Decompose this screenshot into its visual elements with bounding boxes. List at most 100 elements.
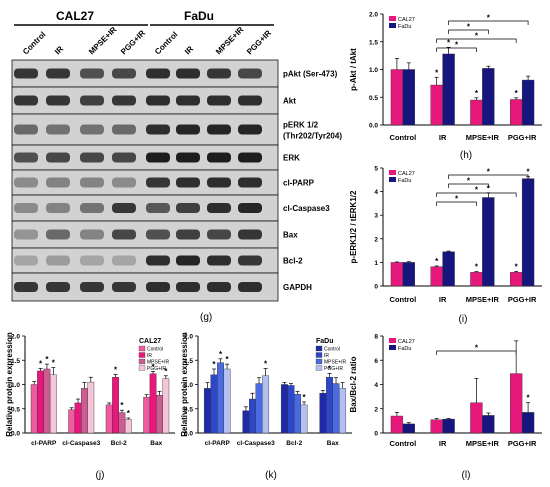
y-tick-label: 0.0 bbox=[369, 123, 378, 130]
x-tick-label: Bax bbox=[327, 440, 339, 447]
blot-protein-label: ERK bbox=[283, 154, 300, 163]
y-tick-label: 8 bbox=[374, 334, 378, 341]
blot-band bbox=[80, 177, 104, 188]
y-tick-label: 0.5 bbox=[369, 95, 378, 102]
y-tick-label: 0.0 bbox=[184, 431, 193, 438]
y-tick-label: 0.5 bbox=[11, 406, 20, 413]
bar bbox=[482, 68, 495, 126]
blot-band bbox=[112, 177, 136, 188]
blot-lane-label: MPSE+IR bbox=[87, 25, 119, 57]
significance-star: * bbox=[475, 344, 479, 353]
x-tick-label: IR bbox=[439, 133, 447, 142]
chart-l: 0 2 4 6 8 Bax/Bcl-2 ratio (l) Control IR MPSE+IR P… bbox=[349, 334, 542, 481]
significance-bracket bbox=[436, 38, 517, 43]
legend-label: FaDu bbox=[398, 346, 411, 352]
bar bbox=[442, 418, 455, 434]
significance-bracket bbox=[436, 192, 517, 197]
legend-swatch bbox=[138, 358, 146, 365]
bar bbox=[510, 99, 523, 126]
bar bbox=[210, 374, 218, 434]
blot-band bbox=[14, 124, 38, 135]
legend-label: CAL27 bbox=[398, 339, 415, 345]
blot-group-label: FaDu bbox=[184, 9, 214, 23]
y-tick-label: 2.0 bbox=[369, 12, 378, 19]
bar bbox=[521, 79, 535, 126]
bar bbox=[30, 384, 38, 434]
significance-star: * bbox=[127, 409, 131, 418]
bar bbox=[482, 415, 495, 434]
y-tick-label: 1.5 bbox=[369, 39, 378, 46]
significance-star: * bbox=[152, 362, 156, 371]
y-tick-label: 0.0 bbox=[11, 431, 20, 438]
significance-bracket bbox=[448, 29, 489, 34]
blot-band bbox=[146, 177, 170, 188]
y-tick-label: 1.5 bbox=[184, 358, 193, 365]
panel-label: (g) bbox=[200, 312, 212, 323]
blot-band bbox=[176, 229, 200, 240]
blot-band bbox=[46, 68, 70, 79]
blot-band bbox=[46, 124, 70, 135]
legend-swatch bbox=[138, 345, 146, 352]
blot-band bbox=[14, 68, 38, 79]
blot-band bbox=[207, 282, 231, 292]
legend-label: PGG+IR bbox=[324, 366, 343, 372]
blot-band bbox=[207, 203, 231, 213]
significance-bracket bbox=[448, 183, 489, 188]
bar bbox=[332, 383, 340, 434]
blot-band bbox=[14, 255, 38, 266]
significance-star: * bbox=[212, 360, 216, 369]
bar bbox=[300, 404, 308, 434]
blot-protein-label: cl-Caspase3 bbox=[283, 204, 330, 213]
chart-h: 0.0 0.5 1.0 1.5 2.0 p-Akt / tAkt (h) Control IR *… bbox=[349, 12, 542, 161]
y-tick-label: 2.0 bbox=[11, 334, 20, 341]
blot-band bbox=[14, 203, 38, 213]
blot-band bbox=[238, 255, 262, 266]
blot-band bbox=[238, 68, 262, 79]
blot-band bbox=[207, 68, 231, 79]
bar bbox=[390, 69, 404, 126]
blot-band bbox=[112, 229, 136, 240]
y-tick-label: 4 bbox=[374, 382, 378, 389]
y-tick-label: 1 bbox=[374, 260, 378, 267]
significance-bracket bbox=[436, 201, 477, 206]
blot-band bbox=[238, 95, 262, 106]
blot-band bbox=[207, 229, 231, 240]
panel-label: (i) bbox=[459, 314, 468, 325]
blot-lane-label: IR bbox=[183, 44, 195, 56]
bar bbox=[402, 262, 416, 287]
significance-star: * bbox=[52, 359, 56, 368]
blot-band bbox=[80, 282, 104, 292]
blot-band bbox=[238, 282, 262, 292]
bar bbox=[255, 383, 263, 434]
bar bbox=[294, 394, 301, 434]
bar bbox=[249, 398, 256, 434]
significance-star: * bbox=[475, 263, 479, 272]
legend-label: Control bbox=[147, 347, 163, 353]
legend-label: FaDu bbox=[398, 24, 411, 30]
bar bbox=[390, 415, 404, 434]
significance-star: * bbox=[219, 350, 223, 359]
legend-swatch bbox=[138, 352, 146, 358]
legend-swatch bbox=[389, 338, 396, 343]
significance-star: * bbox=[120, 401, 124, 410]
y-tick-label: 2.0 bbox=[184, 334, 193, 341]
y-axis-label: p-ERK1/2 / tERK1/2 bbox=[349, 190, 358, 263]
blot-band bbox=[80, 229, 104, 240]
bar bbox=[442, 53, 455, 126]
blot-band bbox=[207, 177, 231, 188]
y-axis-label: p-Akt / tAkt bbox=[349, 48, 358, 91]
y-tick-label: 4 bbox=[374, 189, 378, 196]
blot-band bbox=[46, 229, 70, 240]
blot-band bbox=[146, 282, 170, 292]
legend-label: CAL27 bbox=[398, 17, 415, 23]
chart-i: 0 1 2 3 4 5 p-ERK1/2 / tERK1/2 (i) Control IR * MPS… bbox=[349, 166, 542, 325]
blot-band bbox=[176, 68, 200, 79]
blot-band bbox=[46, 95, 70, 106]
blot-band bbox=[238, 152, 262, 163]
blot-protein-label: pAkt (Ser-473) bbox=[283, 70, 338, 79]
blot-band bbox=[112, 203, 136, 213]
blot-band bbox=[46, 152, 70, 163]
significance-star: * bbox=[264, 359, 268, 368]
